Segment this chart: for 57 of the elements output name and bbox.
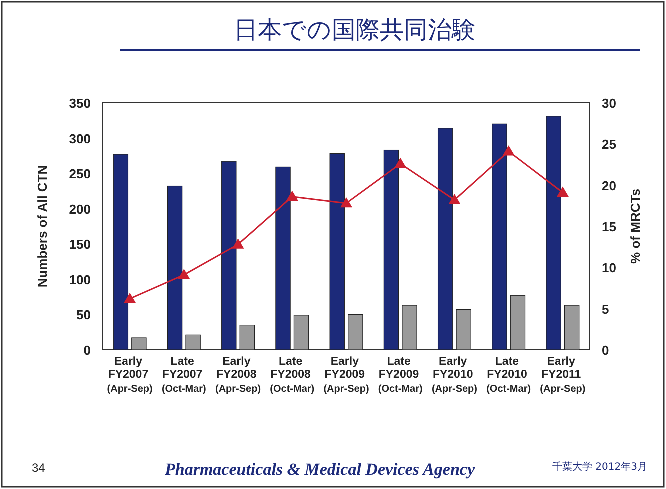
y2-axis-title: % of MRCTs <box>628 189 643 264</box>
point <box>556 186 569 197</box>
y2-tick-label: 20 <box>602 178 616 194</box>
bar <box>438 128 454 350</box>
point <box>178 269 190 280</box>
bar <box>276 166 291 350</box>
y2-tick-label: 10 <box>602 260 616 276</box>
point <box>502 146 515 156</box>
point <box>394 158 407 168</box>
x-tick-label: Late FY2008 (Oct-Mar) <box>270 356 315 395</box>
bar <box>186 334 201 350</box>
y-tick-label: 300 <box>69 131 91 146</box>
y-tick-label: 200 <box>69 202 91 217</box>
bar <box>113 154 129 350</box>
text: 千葉大学 2012年3月 <box>552 461 648 473</box>
x-tick-label: Early FY2009 (Apr-Sep) <box>324 356 370 395</box>
y-tick-label: 50 <box>76 308 91 323</box>
bar <box>294 315 310 350</box>
bar <box>492 124 508 350</box>
y-tick-label: 350 <box>69 96 91 111</box>
bar <box>546 116 562 350</box>
bar <box>132 338 147 350</box>
point <box>448 194 461 204</box>
x-tick-label: Late FY2007 (Oct-Mar) <box>162 356 206 395</box>
bar <box>222 161 237 350</box>
x-tick-label: Early FY2008 (Apr-Sep) <box>215 356 262 395</box>
bar <box>240 325 256 350</box>
y-axis-title: Numbers of All CTN <box>35 165 50 288</box>
y2-tick-label: 5 <box>602 302 610 317</box>
y2-tick-label: 25 <box>602 137 616 152</box>
x-tick-label: Early FY2010 (Apr-Sep) <box>432 356 478 395</box>
point <box>124 292 136 304</box>
bar <box>510 295 526 350</box>
chart-title: 日本での国際共同治験 <box>234 16 476 44</box>
x-tick-label: Early FY2011 (Apr-Sep) <box>540 356 586 395</box>
y2-tick-label: 15 <box>602 220 616 234</box>
x-tick-label: Late FY2009 (Oct-Mar) <box>378 356 423 395</box>
bar <box>348 314 364 350</box>
point <box>286 190 298 202</box>
y-tick-label: 250 <box>69 166 91 182</box>
bar <box>456 309 472 350</box>
bar <box>402 305 418 350</box>
text: 34 <box>32 461 46 475</box>
bar <box>167 186 183 350</box>
y-tick-label: 150 <box>69 237 91 252</box>
point <box>232 238 244 249</box>
bar <box>564 305 580 350</box>
y2-tick-label: 30 <box>602 96 616 111</box>
point <box>340 197 352 208</box>
x-tick-label: Early FY2007 (Apr-Sep) <box>107 356 153 395</box>
x-tick-label: Late FY2010 (Oct-Mar) <box>486 356 532 395</box>
y-tick-label: 0 <box>84 343 91 358</box>
text: Pharmaceuticals & Medical Devices Agency <box>164 460 476 479</box>
y2-tick-label: 0 <box>602 343 610 358</box>
bar <box>330 154 345 350</box>
y-tick-label: 100 <box>69 272 91 288</box>
bar <box>384 150 400 350</box>
